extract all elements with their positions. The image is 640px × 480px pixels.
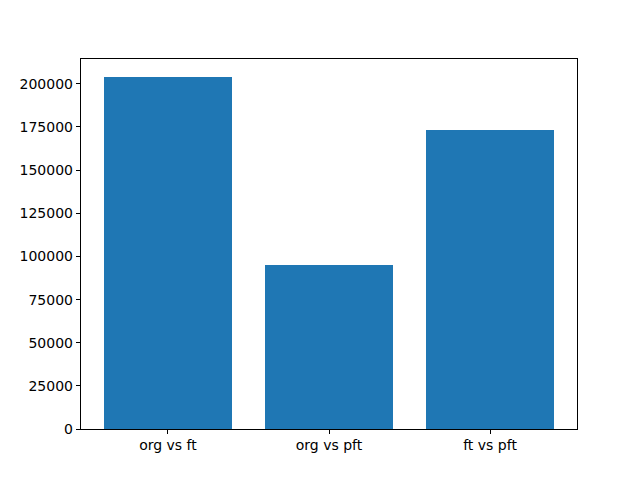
bar-ft-vs-pft (426, 130, 555, 429)
y-tick-mark (76, 83, 80, 84)
figure-canvas: 0 25000 50000 75000 100000 125000 150000 175000… (0, 0, 640, 480)
y-tick-label: 25000 (28, 379, 73, 393)
x-tick-label: ft vs pft (463, 438, 517, 452)
x-tick-label: org vs pft (296, 438, 363, 452)
y-tick-label: 200000 (20, 77, 73, 91)
y-tick-mark (76, 213, 80, 214)
x-tick-mark (490, 430, 491, 434)
bar-org-vs-ft (104, 77, 233, 429)
y-tick-mark (76, 256, 80, 257)
y-tick-label: 175000 (20, 120, 73, 134)
y-tick-mark (76, 342, 80, 343)
y-tick-label: 50000 (28, 336, 73, 350)
y-tick-label: 125000 (20, 206, 73, 220)
x-tick-mark (329, 430, 330, 434)
y-tick-label: 0 (64, 422, 73, 436)
y-tick-mark (76, 429, 80, 430)
y-tick-mark (76, 170, 80, 171)
plot-area: 0250005000075000100000125000150000175000… (80, 58, 578, 430)
y-tick-mark (76, 385, 80, 386)
y-tick-label: 150000 (20, 163, 73, 177)
y-tick-mark (76, 126, 80, 127)
y-tick-label: 100000 (20, 249, 73, 263)
x-tick-label: org vs ft (139, 438, 197, 452)
bar-org-vs-pft (265, 265, 394, 429)
y-tick-mark (76, 299, 80, 300)
x-tick-mark (167, 430, 168, 434)
y-tick-label: 75000 (28, 293, 73, 307)
